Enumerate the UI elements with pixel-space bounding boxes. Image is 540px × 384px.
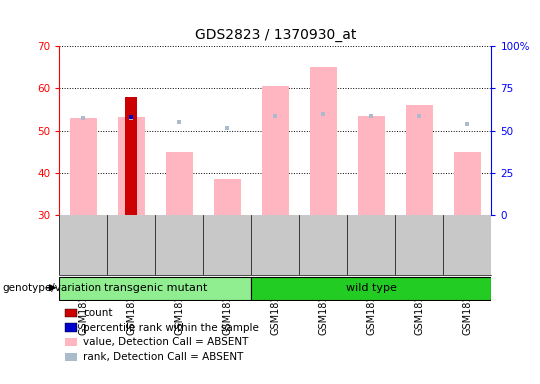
Text: wild type: wild type	[346, 283, 397, 293]
Text: rank, Detection Call = ABSENT: rank, Detection Call = ABSENT	[83, 352, 244, 362]
Title: GDS2823 / 1370930_at: GDS2823 / 1370930_at	[195, 28, 356, 42]
Bar	[166, 152, 193, 215]
Bar	[454, 152, 481, 215]
Bar	[118, 117, 145, 215]
Text: transgenic mutant: transgenic mutant	[104, 283, 207, 293]
Bar	[125, 97, 137, 215]
Bar	[252, 276, 491, 300]
Bar	[358, 116, 384, 215]
Text: genotype/variation: genotype/variation	[3, 283, 102, 293]
Bar	[406, 105, 433, 215]
Text: count: count	[83, 308, 113, 318]
Bar	[310, 67, 336, 215]
Bar	[70, 118, 97, 215]
Bar	[262, 86, 288, 215]
Text: percentile rank within the sample: percentile rank within the sample	[83, 323, 259, 333]
Text: value, Detection Call = ABSENT: value, Detection Call = ABSENT	[83, 337, 248, 347]
Bar	[59, 276, 252, 300]
Bar	[214, 179, 241, 215]
